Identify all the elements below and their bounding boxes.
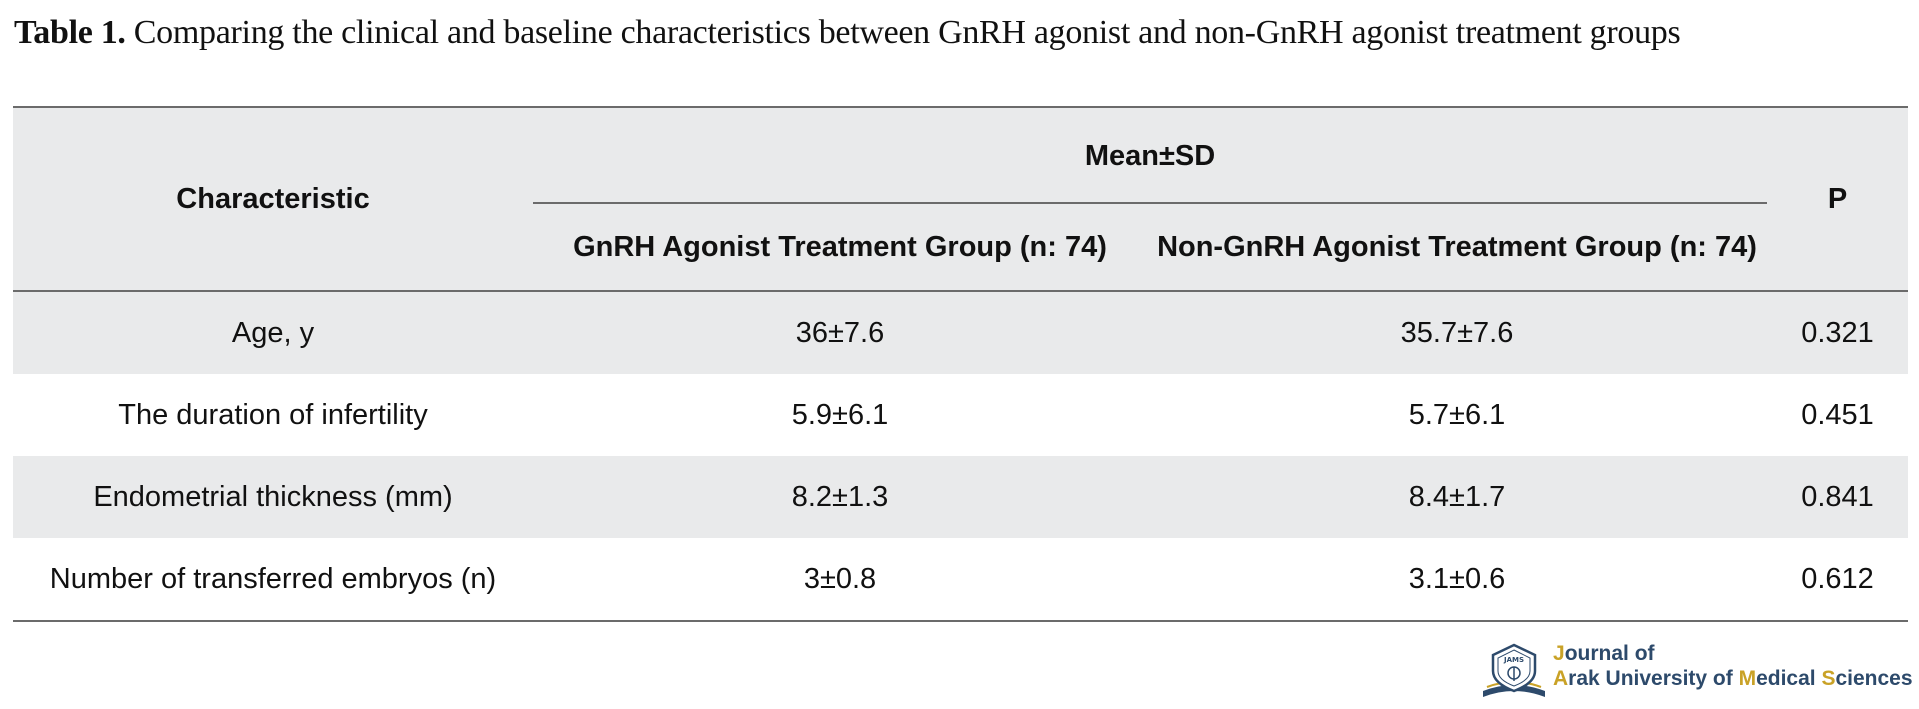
emblem-text: JAMS — [1503, 656, 1524, 664]
characteristics-table: Characteristic Mean±SD P GnRH Agonist Tr… — [13, 106, 1908, 622]
header-p: P — [1767, 107, 1908, 291]
caption-text: Comparing the clinical and baseline char… — [125, 14, 1681, 51]
journal-name: Journal of Arak University of Medical Sc… — [1553, 641, 1913, 691]
cell-p: 0.841 — [1767, 456, 1908, 538]
journal-name-line-2: Arak University of Medical Sciences — [1553, 667, 1913, 690]
table-row: Number of transferred embryos (n) 3±0.8 … — [13, 538, 1908, 621]
cell-agonist: 5.9±6.1 — [533, 374, 1147, 456]
cell-agonist: 36±7.6 — [533, 291, 1147, 374]
caption-label: Table 1. — [14, 14, 126, 51]
data-table: Characteristic Mean±SD P GnRH Agonist Tr… — [13, 106, 1908, 622]
cell-non-agonist: 35.7±7.6 — [1147, 291, 1767, 374]
table-body: Age, y 36±7.6 35.7±7.6 0.321 The duratio… — [13, 291, 1908, 621]
table-caption: Table 1. Comparing the clinical and base… — [14, 14, 1681, 52]
header-mean-sd-label: Mean±SD — [1084, 139, 1216, 172]
cell-p: 0.451 — [1767, 374, 1908, 456]
header-row-2: GnRH Agonist Treatment Group (n: 74) Non… — [13, 204, 1908, 291]
cell-characteristic: The duration of infertility — [13, 374, 533, 456]
journal-logo: JAMS Journal of Arak University of Medic… — [1477, 641, 1913, 701]
table-row: Endometrial thickness (mm) 8.2±1.3 8.4±1… — [13, 456, 1908, 538]
table-header: Characteristic Mean±SD P GnRH Agonist Tr… — [13, 107, 1908, 291]
cell-non-agonist: 5.7±6.1 — [1147, 374, 1767, 456]
cell-non-agonist: 3.1±0.6 — [1147, 538, 1767, 621]
cell-p: 0.612 — [1767, 538, 1908, 621]
journal-name-line-1: Journal of — [1553, 642, 1655, 665]
cell-agonist: 3±0.8 — [533, 538, 1147, 621]
header-mean-sd: Mean±SD — [533, 107, 1767, 204]
cell-characteristic: Number of transferred embryos (n) — [13, 538, 533, 621]
cell-p: 0.321 — [1767, 291, 1908, 374]
header-agonist-group: GnRH Agonist Treatment Group (n: 74) — [533, 204, 1147, 291]
header-row-1: Characteristic Mean±SD P — [13, 107, 1908, 291]
table-row: Age, y 36±7.6 35.7±7.6 0.321 — [13, 291, 1908, 374]
header-non-agonist-group: Non-GnRH Agonist Treatment Group (n: 74) — [1147, 204, 1767, 291]
cell-characteristic: Age, y — [13, 291, 533, 374]
journal-emblem-icon: JAMS — [1483, 643, 1545, 697]
header-characteristic: Characteristic — [13, 107, 533, 291]
cell-non-agonist: 8.4±1.7 — [1147, 456, 1767, 538]
cell-agonist: 8.2±1.3 — [533, 456, 1147, 538]
table-row: The duration of infertility 5.9±6.1 5.7±… — [13, 374, 1908, 456]
cell-characteristic: Endometrial thickness (mm) — [13, 456, 533, 538]
header-span-rule — [533, 202, 1767, 204]
